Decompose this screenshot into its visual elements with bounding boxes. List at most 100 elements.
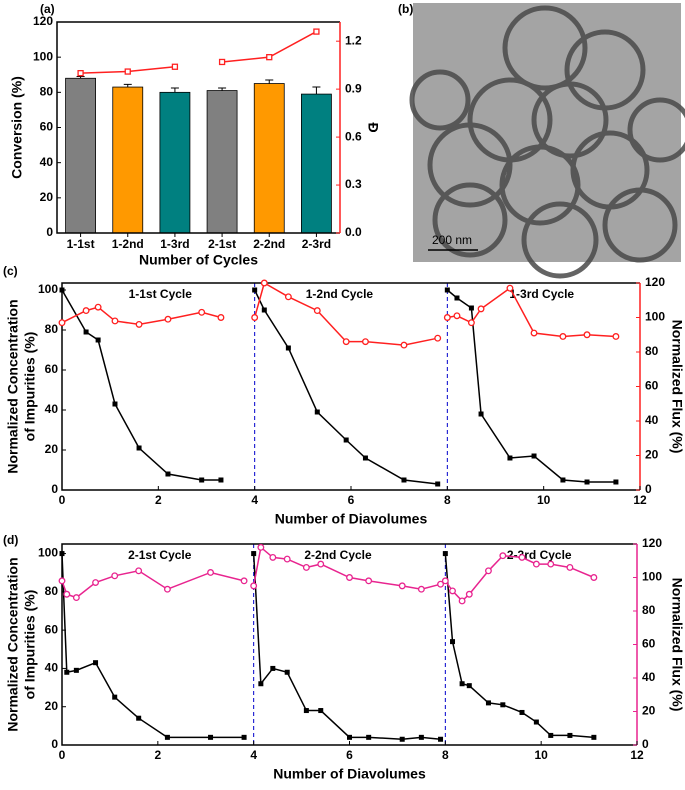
error-bar	[170, 87, 179, 93]
point	[73, 667, 79, 673]
point	[198, 308, 206, 316]
series-line	[61, 553, 245, 739]
error-bar	[218, 87, 227, 91]
x-tick-label: 8	[442, 748, 449, 762]
bar	[159, 91, 191, 234]
x-tick-label: 10	[534, 748, 548, 762]
panel-label: (b)	[398, 2, 413, 16]
point	[111, 317, 119, 325]
series-line	[444, 553, 594, 739]
point	[466, 683, 472, 689]
y2-tick-label: 80	[645, 344, 659, 358]
x-tick-label: 0	[59, 493, 66, 507]
scale-bar-label: 200 nm	[432, 233, 472, 247]
point	[401, 477, 407, 483]
y-tick-label: 80	[45, 584, 59, 598]
y-axis-label: Conversion (%)	[9, 76, 25, 179]
point	[454, 295, 460, 301]
point	[163, 585, 171, 593]
point	[467, 319, 475, 327]
point	[438, 736, 444, 742]
y-tick-label: 20	[45, 442, 59, 456]
x-tick-label: 6	[346, 748, 353, 762]
point	[135, 320, 143, 328]
point	[313, 307, 321, 315]
point	[284, 669, 290, 675]
point	[442, 551, 448, 557]
point	[444, 287, 450, 293]
x-axis-label: Number of Cycles	[139, 252, 258, 268]
x-axis-label: Number of Diavolumes	[273, 766, 426, 782]
point	[465, 590, 473, 598]
point	[95, 337, 101, 343]
point	[58, 319, 66, 327]
point	[477, 305, 485, 313]
point	[441, 577, 449, 585]
point	[208, 734, 214, 740]
point	[284, 293, 292, 301]
axes	[61, 282, 640, 491]
y-axis-label: of Impurities (%)	[22, 332, 38, 442]
series-line	[253, 289, 438, 485]
point	[591, 734, 597, 740]
y2-tick-label: 0.9	[345, 81, 362, 95]
point	[269, 553, 277, 561]
error-bar	[265, 79, 274, 84]
point	[530, 329, 538, 337]
point	[532, 560, 540, 568]
y-tick-label: 100	[33, 49, 53, 63]
point	[559, 333, 567, 340]
point	[418, 734, 424, 740]
point	[346, 574, 353, 581]
point	[112, 401, 118, 407]
x-tick-label: 2	[154, 748, 161, 762]
point	[64, 669, 70, 675]
point	[314, 409, 320, 415]
x-tick-label: 2-3rd	[302, 237, 331, 251]
annotation: 2-3rd Cycle	[507, 548, 572, 562]
y-tick-label: 40	[45, 402, 59, 416]
y2-axis-label: Đ	[365, 122, 381, 132]
point	[260, 279, 268, 287]
point	[478, 411, 484, 417]
y2-tick-label: 120	[642, 536, 662, 550]
series-line	[446, 289, 616, 483]
point	[283, 555, 291, 563]
bar	[206, 90, 238, 234]
point	[252, 287, 258, 293]
point	[72, 594, 80, 602]
y2-tick-label: 0	[642, 737, 649, 751]
point	[547, 560, 555, 568]
x-tick-label: 6	[348, 493, 355, 507]
point	[560, 477, 566, 483]
point	[500, 702, 506, 708]
point	[567, 732, 573, 738]
bar	[65, 77, 96, 234]
point	[241, 734, 247, 740]
x-axis-label: Number of Diavolumes	[275, 511, 428, 527]
point	[207, 569, 214, 576]
y2-axis-label: Normalized Flux (%)	[669, 578, 685, 712]
y-tick-label: 0	[51, 737, 58, 751]
point	[251, 551, 257, 557]
y-tick-label: 60	[45, 622, 59, 636]
error-bar	[76, 76, 85, 79]
x-tick-label: 1-2nd	[112, 237, 144, 251]
panel-label: (a)	[40, 2, 55, 16]
y-tick-label: 60	[40, 120, 54, 134]
point	[93, 660, 99, 666]
point	[124, 68, 131, 75]
x-tick-label: 0	[59, 748, 66, 762]
annotation: 1-2nd Cycle	[306, 287, 374, 301]
point	[111, 572, 119, 580]
x-tick-label: 1-3rd	[160, 237, 189, 251]
y2-tick-label: 0.3	[345, 177, 362, 191]
point	[77, 70, 84, 77]
tem-image: 200 nm (b)	[398, 2, 685, 279]
series-line	[61, 570, 245, 599]
bar	[253, 83, 285, 234]
point	[240, 577, 248, 585]
point	[468, 305, 474, 311]
panel-label: (d)	[3, 533, 18, 547]
point	[531, 453, 537, 459]
